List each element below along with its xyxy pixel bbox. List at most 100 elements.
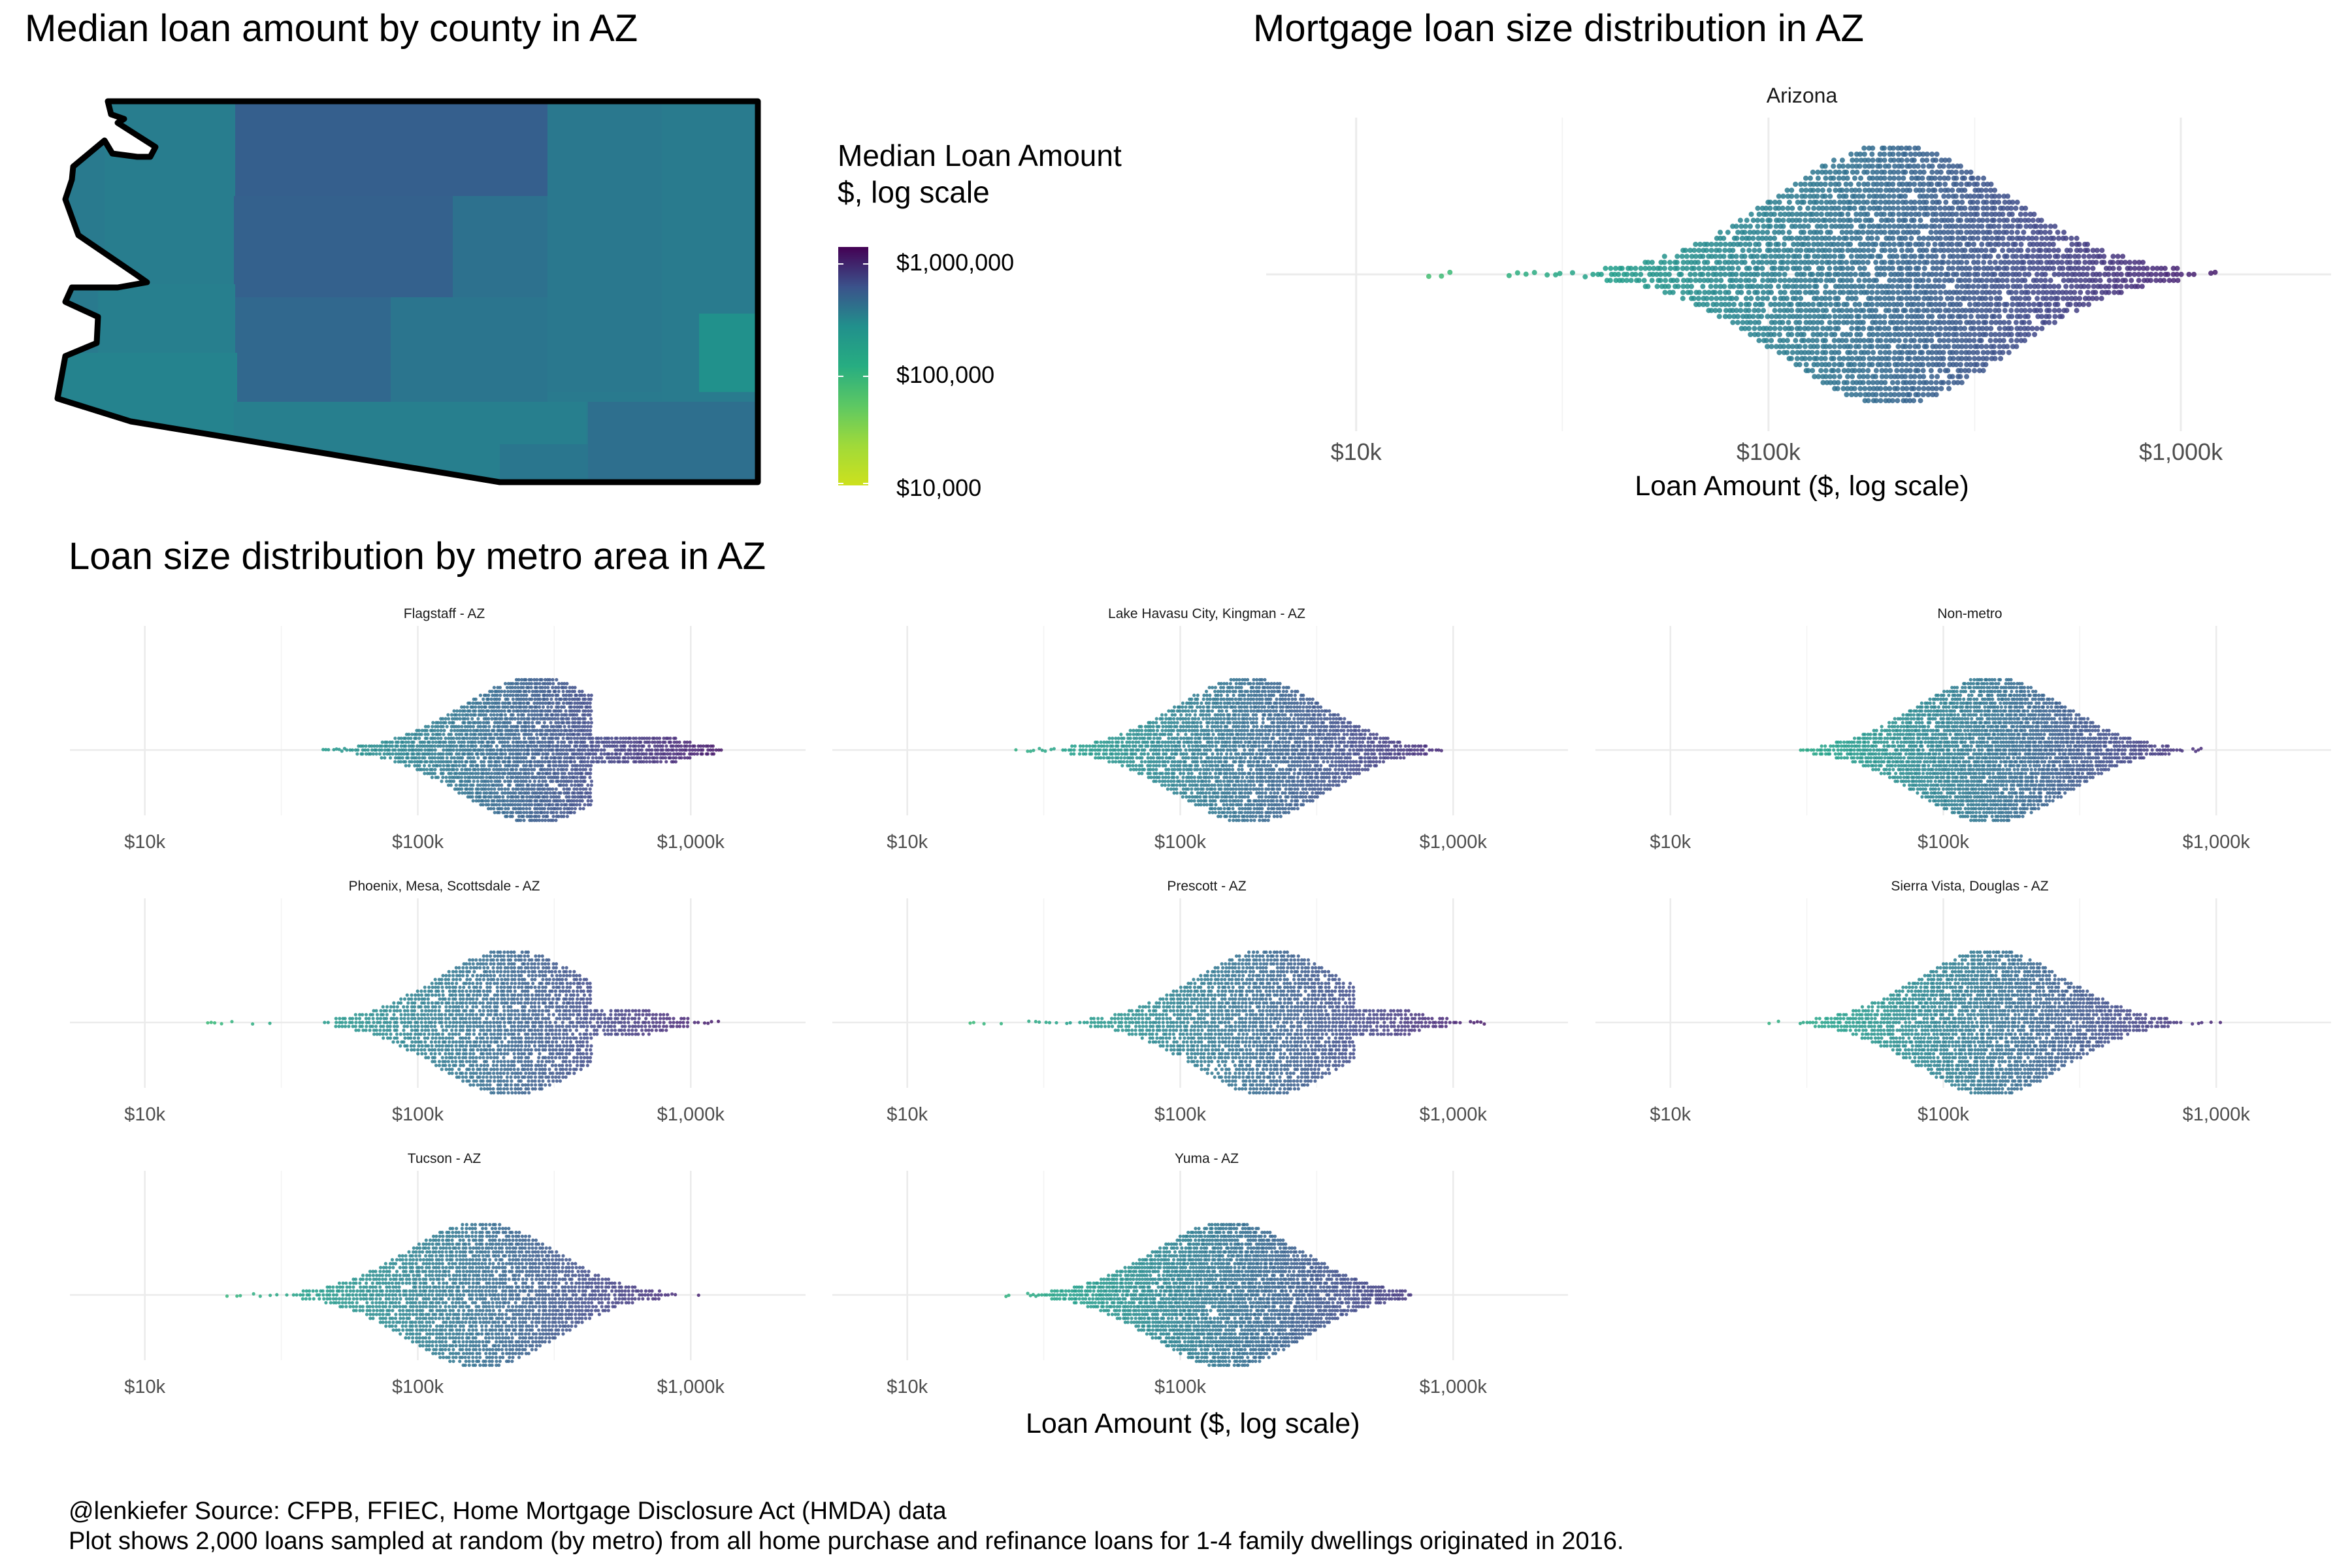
state-chart-point — [1899, 350, 1905, 355]
state-chart-point — [1815, 308, 1821, 314]
legend-title-line2: $, log scale — [838, 175, 990, 209]
metro-panel-0-point — [468, 768, 472, 772]
state-chart-point — [2017, 325, 2023, 331]
state-chart-point — [1801, 199, 1806, 205]
state-chart-point — [1920, 284, 1926, 289]
metro-panel-0-point — [578, 783, 581, 787]
state-chart-point — [1991, 350, 1997, 355]
metro-panel-0-tick-label-1: $100k — [392, 832, 444, 853]
state-chart-point — [1895, 325, 1901, 331]
metro-panel-0-point — [588, 713, 592, 717]
state-chart-point — [1857, 248, 1863, 253]
metro-panel-1-point — [1084, 748, 1088, 752]
state-chart-point — [1959, 338, 1965, 344]
state-chart-point — [1919, 157, 1925, 163]
state-chart-point — [1981, 259, 1987, 265]
state-chart-point — [2001, 205, 2006, 211]
state-chart-point — [1661, 265, 1667, 271]
state-chart-point — [1805, 253, 1811, 259]
metro-panel-0-point — [489, 791, 494, 795]
metro-panel-0-point — [537, 752, 541, 756]
metro-panel-0-point — [551, 748, 555, 752]
state-chart-point — [1752, 248, 1757, 253]
state-chart-point — [1916, 145, 1921, 151]
state-chart-point — [1662, 289, 1668, 295]
state-chart-point — [2061, 229, 2067, 235]
state-chart-point — [1904, 205, 1910, 211]
metro-panel-0-point — [505, 717, 509, 721]
state-chart-point — [1831, 289, 1837, 295]
metro-panel-0-point — [527, 787, 531, 791]
metro-panel-0-point — [497, 783, 501, 787]
metro-panel-0-point — [404, 760, 408, 764]
state-chart-point — [1784, 188, 1790, 193]
state-chart-point — [1874, 169, 1880, 175]
metro-panel-0-point — [572, 732, 576, 736]
state-chart-point — [1865, 235, 1871, 241]
state-chart-point — [2065, 272, 2070, 277]
state-chart-point — [1957, 163, 1963, 169]
metro-panel-0-point — [688, 756, 692, 760]
metro-panel-0-point — [540, 799, 544, 803]
metro-panel-0-point — [419, 748, 423, 752]
state-chart-point — [1816, 248, 1821, 253]
metro-panel-0-point — [516, 748, 521, 752]
state-chart-point — [1899, 163, 1905, 169]
state-chart-point — [1712, 265, 1718, 271]
metro-panel-1-point — [1100, 744, 1103, 748]
state-chart-point — [1989, 284, 1995, 289]
state-chart-point — [1903, 278, 1909, 284]
metro-panel-0-point — [556, 768, 560, 772]
state-chart-point — [1850, 169, 1855, 175]
metro-panel-0-point — [478, 783, 482, 787]
state-chart-point — [1754, 289, 1760, 295]
metro-panel-0-point — [516, 693, 520, 697]
state-chart-point — [1778, 212, 1784, 217]
state-chart-point — [1870, 380, 1876, 385]
metro-panel-0-point — [584, 787, 588, 791]
metro-panel-0-point — [618, 740, 622, 744]
state-chart-point — [1870, 188, 1876, 193]
state-chart-point — [2161, 278, 2167, 284]
metro-panel-0-point — [533, 764, 537, 768]
metro-panel-0-point — [446, 760, 450, 764]
state-chart-point — [1869, 308, 1875, 314]
metro-panel-0-point — [371, 752, 375, 756]
state-chart-point — [1918, 205, 1923, 211]
metro-panel-0-point — [636, 752, 641, 756]
state-chart-point — [1854, 212, 1859, 217]
metro-panel-0-point — [457, 740, 461, 744]
state-chart-point — [1882, 199, 1888, 205]
metro-panel-0-point — [559, 803, 564, 807]
state-chart-point — [1832, 248, 1838, 253]
state-chart-point — [1827, 235, 1833, 241]
metro-panel-0-point — [535, 678, 539, 681]
state-chart-point — [1789, 289, 1795, 295]
metro-panel-0-point — [469, 713, 473, 717]
metro-panel-0-point — [569, 740, 574, 744]
state-chart-point — [1689, 253, 1695, 259]
state-chart-point — [1835, 242, 1841, 247]
state-chart-point — [1700, 253, 1706, 259]
state-chart-point — [1716, 248, 1722, 253]
state-chart-point — [1746, 314, 1752, 319]
state-chart-point — [1988, 182, 1994, 187]
state-chart-point — [1919, 242, 1925, 247]
metro-panel-0-point — [474, 697, 478, 701]
metro-panel-0-point — [489, 697, 493, 701]
metro-panel-0-point — [433, 772, 437, 776]
state-chart-point — [1810, 259, 1816, 265]
state-chart-point — [1869, 362, 1875, 367]
state-chart-point — [1895, 374, 1901, 380]
state-chart-point — [1899, 265, 1904, 271]
metro-panel-0-point — [435, 764, 440, 768]
metro-panel-0-point — [573, 728, 577, 732]
state-chart-point — [1822, 163, 1828, 169]
metro-panel-0-point — [565, 815, 570, 819]
metro-panel-0-point — [476, 779, 480, 783]
metro-panel-0-point — [500, 791, 504, 795]
state-chart-point — [1908, 308, 1914, 314]
metro-panel-0-point — [561, 685, 565, 689]
metro-panel-0-point — [525, 697, 529, 701]
state-chart-point — [1895, 199, 1901, 205]
